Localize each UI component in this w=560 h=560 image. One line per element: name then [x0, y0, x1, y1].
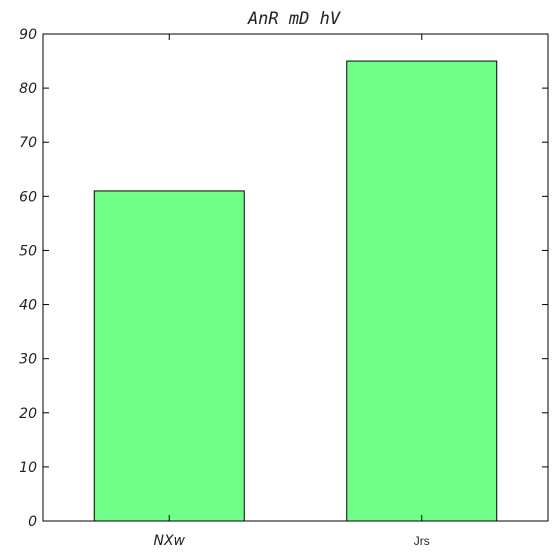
ytick-label: 60 [19, 189, 37, 205]
ytick-label: 30 [19, 352, 37, 368]
bar-nxw [93, 190, 245, 522]
ytick-label: 0 [28, 514, 37, 530]
ytick-label: 50 [19, 243, 37, 259]
chart-title: AnR mD hV [247, 9, 341, 29]
ytick-label: 10 [19, 460, 37, 476]
ytick-label: 20 [19, 406, 37, 422]
ytick-label: 90 [19, 27, 37, 43]
xtick-label: Jrs [414, 534, 430, 548]
ytick-label: 40 [19, 298, 37, 314]
plot-frame [42, 33, 549, 522]
bar-jrs [346, 60, 498, 522]
plot-area: 0 10 20 30 40 50 60 70 80 90 NXw Jrs [19, 27, 549, 549]
xtick-label: NXw [153, 533, 185, 549]
ytick-label: 80 [19, 81, 37, 97]
ytick-label: 70 [19, 135, 37, 151]
